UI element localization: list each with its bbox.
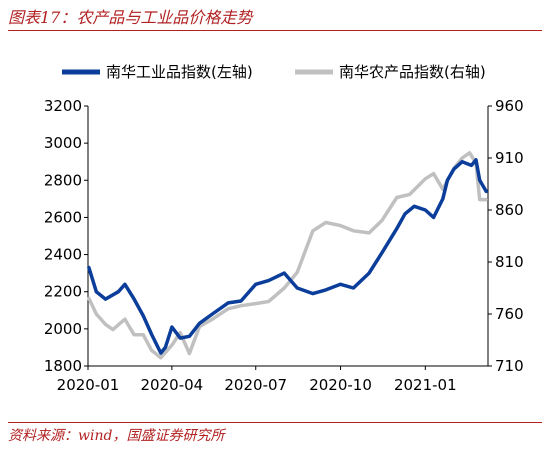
right-tick-label: 910 bbox=[495, 149, 524, 167]
x-tick-label: 2021-01 bbox=[394, 376, 457, 394]
right-tick-label: 760 bbox=[495, 305, 524, 323]
x-tick-label: 2020-10 bbox=[309, 376, 372, 394]
left-tick-label: 3000 bbox=[44, 134, 82, 152]
left-tick-label: 2200 bbox=[44, 283, 82, 301]
series-line-left bbox=[87, 158, 488, 355]
title-rule bbox=[8, 30, 542, 31]
x-tick-label: 2020-01 bbox=[57, 376, 120, 394]
right-tick-label: 710 bbox=[495, 357, 524, 375]
x-tick-label: 2020-04 bbox=[141, 376, 204, 394]
x-tick-label: 2020-07 bbox=[224, 376, 287, 394]
source-note: 资料来源：wind，国盛证券研究所 bbox=[8, 428, 225, 444]
left-tick-label: 2800 bbox=[44, 171, 82, 189]
series-layer bbox=[87, 151, 488, 360]
left-tick-label: 1800 bbox=[44, 357, 82, 375]
right-tick-label: 960 bbox=[495, 97, 524, 115]
figure-title: 图表17：农产品与工业品价格走势 bbox=[8, 8, 253, 27]
right-tick-label: 860 bbox=[495, 201, 524, 219]
left-tick-label: 3200 bbox=[44, 97, 82, 115]
legend-label: 南华农产品指数(右轴) bbox=[339, 63, 486, 81]
right-tick-label: 810 bbox=[495, 253, 524, 271]
legend-label: 南华工业品指数(左轴) bbox=[106, 63, 253, 81]
axes: 1800 2000 2200 2400 2600 2800 3000 3200 710 760 81… bbox=[44, 97, 524, 394]
source-rule bbox=[8, 422, 542, 423]
left-tick-label: 2000 bbox=[44, 320, 82, 338]
left-tick-label: 2600 bbox=[44, 208, 82, 226]
left-tick-label: 2400 bbox=[44, 246, 82, 264]
series-line-right bbox=[87, 151, 488, 360]
legend: 南华工业品指数(左轴) 南华农产品指数(右轴) bbox=[62, 63, 486, 81]
